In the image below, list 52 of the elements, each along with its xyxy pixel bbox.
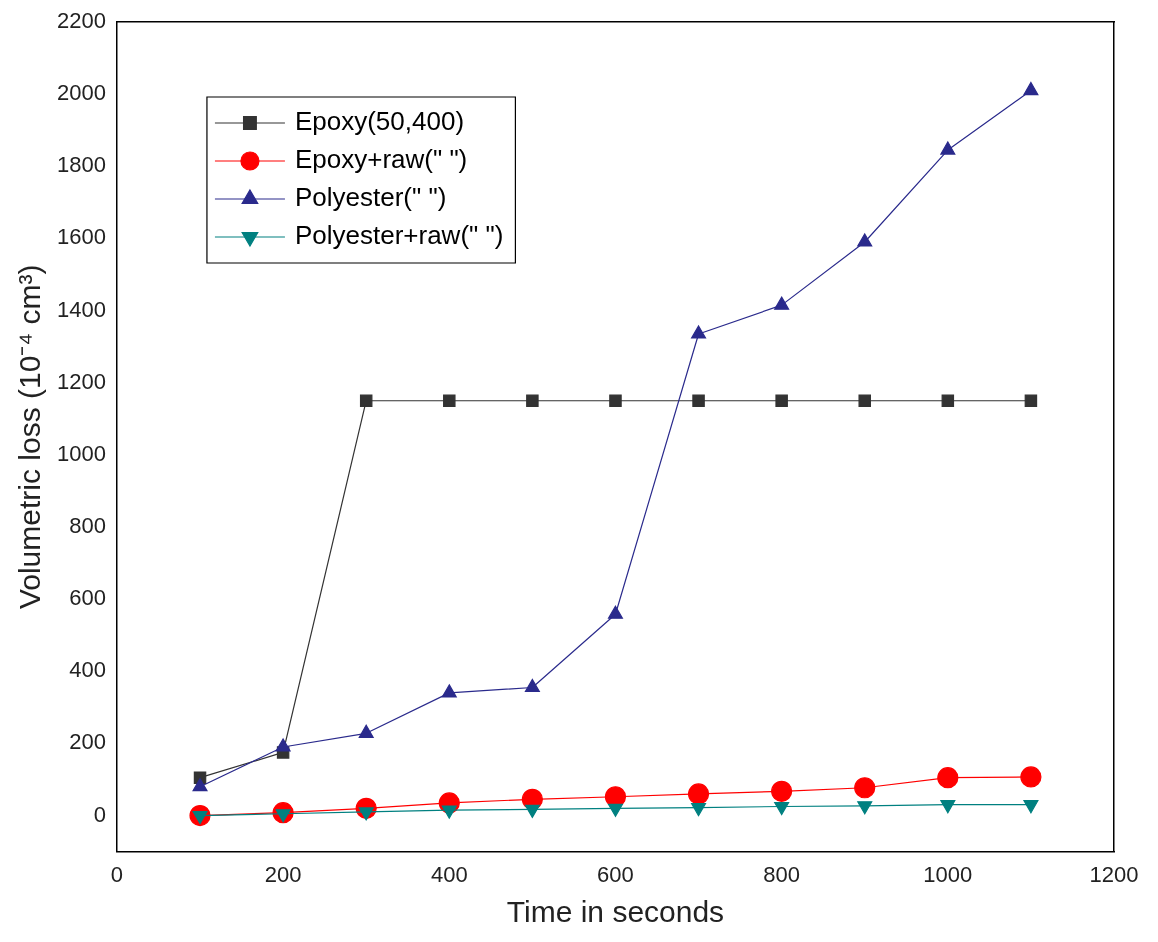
point xyxy=(443,394,456,407)
point xyxy=(937,767,959,789)
x-tick-label: 600 xyxy=(597,861,634,887)
point xyxy=(607,803,623,817)
y-tick-label: 0 xyxy=(93,801,106,827)
point xyxy=(687,783,710,805)
point xyxy=(857,801,873,815)
legend-label: Polyester+raw(" ") xyxy=(294,220,504,251)
y-tick-label: 2000 xyxy=(56,80,106,106)
y-tick-label: 200 xyxy=(69,729,106,755)
y-tick-label: 1000 xyxy=(56,440,106,466)
x-axis-title: Time in seconds xyxy=(506,895,725,929)
point xyxy=(1023,800,1039,814)
y-axis-title: Volumetric loss (10⁻⁴ cm³) xyxy=(13,264,47,610)
point xyxy=(1024,394,1038,407)
y-tick-label: 1200 xyxy=(56,368,106,394)
point xyxy=(854,777,876,799)
x-tick-label: 1000 xyxy=(923,861,973,887)
point xyxy=(940,141,956,155)
point xyxy=(857,233,873,247)
y-tick-label: 1600 xyxy=(56,224,106,250)
y-tick-label: 800 xyxy=(69,513,106,539)
point xyxy=(609,394,622,407)
point xyxy=(526,394,539,407)
x-tick-label: 800 xyxy=(763,861,801,887)
point xyxy=(858,394,871,407)
point xyxy=(441,805,457,819)
point xyxy=(692,394,705,407)
x-tick-label: 1200 xyxy=(1089,861,1139,887)
y-tick-label: 600 xyxy=(69,585,106,611)
x-tick-label: 0 xyxy=(110,861,124,887)
point xyxy=(691,325,707,339)
x-tick-label: 400 xyxy=(430,861,468,887)
legend-label: Polyester(" ") xyxy=(294,182,447,213)
legend-label: Epoxy+raw(" ") xyxy=(294,144,468,175)
y-tick-label: 400 xyxy=(69,657,106,683)
point xyxy=(359,394,373,407)
point xyxy=(940,800,956,814)
point xyxy=(1023,81,1039,96)
point xyxy=(774,296,790,310)
point xyxy=(691,803,707,817)
point xyxy=(775,394,788,407)
point xyxy=(524,804,540,818)
y-tick-label: 2200 xyxy=(56,8,106,34)
point xyxy=(771,780,793,802)
y-tick-label: 1800 xyxy=(56,152,106,178)
x-tick-label: 200 xyxy=(264,861,302,887)
legend-label: Epoxy(50,400) xyxy=(294,106,465,137)
y-tick-label: 1400 xyxy=(56,296,106,322)
point xyxy=(1020,766,1042,788)
point xyxy=(774,801,790,816)
point xyxy=(941,394,955,407)
